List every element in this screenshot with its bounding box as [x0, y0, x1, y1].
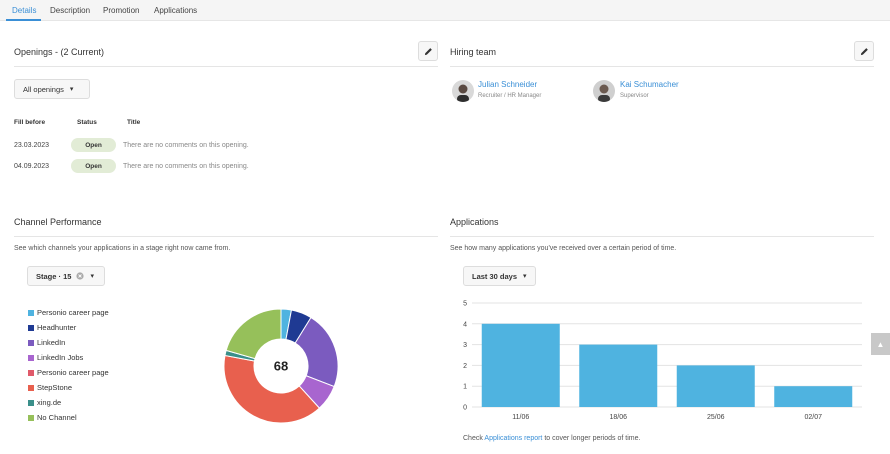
- legend-label: Personio career page: [37, 308, 109, 317]
- bar: [481, 323, 560, 407]
- chevron-up-icon: ▲: [876, 339, 885, 349]
- tab-promotion[interactable]: Promotion: [103, 6, 140, 15]
- avatar[interactable]: [452, 80, 474, 102]
- opening-row-status-badge: Open: [71, 159, 116, 173]
- legend-swatch: [28, 354, 34, 361]
- legend-label: No Channel: [37, 413, 77, 422]
- legend-swatch: [28, 309, 34, 316]
- opening-row-fill-before: 23.03.2023: [14, 142, 50, 149]
- tab-description[interactable]: Description: [50, 6, 91, 15]
- date-range-dropdown[interactable]: Last 30 days ▾: [463, 266, 536, 286]
- applications-bar-chart: 0 1 2 3 4 5 11/06 18/06 25/06 02/07: [463, 301, 862, 421]
- y-tick-label: 1: [463, 384, 467, 391]
- column-header-fill-before: Fill before: [14, 119, 46, 126]
- bar: [676, 365, 755, 407]
- pencil-icon: [860, 47, 868, 55]
- chevron-down-icon: ▾: [69, 86, 74, 93]
- legend-swatch: [28, 339, 34, 346]
- team-member-name[interactable]: Kai Schumacher: [620, 80, 679, 89]
- date-range-label: Last 30 days: [472, 271, 518, 281]
- applications-report-link[interactable]: Applications report: [484, 435, 543, 442]
- pencil-icon: [424, 47, 432, 55]
- applications-footer: Check Applications report to cover longe…: [463, 435, 640, 442]
- y-tick-label: 5: [463, 301, 467, 308]
- legend-label: Headhunter: [37, 323, 77, 332]
- tab-details[interactable]: Details: [12, 6, 37, 15]
- x-tick-label: 25/06: [707, 414, 725, 421]
- active-tab-indicator: [6, 19, 41, 21]
- bar: [579, 344, 658, 407]
- applications-divider: [450, 236, 874, 237]
- opening-row-title[interactable]: There are no comments on this opening.: [123, 163, 249, 170]
- applications-footer-suffix: to cover longer periods of time.: [542, 435, 641, 442]
- y-tick-label: 2: [463, 363, 467, 370]
- person-photo-icon: [593, 80, 615, 102]
- legend-item[interactable]: LinkedIn: [28, 338, 65, 347]
- avatar[interactable]: [593, 80, 615, 102]
- legend-item[interactable]: Personio career page: [28, 368, 109, 377]
- legend-item[interactable]: No Channel: [28, 413, 77, 422]
- legend-item[interactable]: xing.de: [28, 398, 61, 407]
- hiring-team-edit-button[interactable]: [854, 41, 874, 61]
- opening-row-status-badge: Open: [71, 138, 116, 152]
- openings-filter-label: All openings: [23, 84, 64, 94]
- close-circle-icon[interactable]: [76, 272, 85, 280]
- hiring-team-divider: [450, 66, 874, 67]
- scroll-to-top-button[interactable]: ▲: [871, 333, 890, 355]
- team-member-role: Supervisor: [620, 93, 649, 99]
- legend-swatch: [28, 324, 34, 331]
- team-member-name[interactable]: Julian Schneider: [478, 80, 538, 89]
- legend-label: xing.de: [37, 398, 62, 407]
- applications-description: See how many applications you've receive…: [450, 245, 677, 252]
- opening-row-fill-before: 04.09.2023: [14, 163, 50, 170]
- y-tick-label: 0: [463, 405, 467, 412]
- legend-label: LinkedIn: [37, 338, 66, 347]
- tab-bar: Details Description Promotion Applicatio…: [0, 0, 890, 21]
- channel-donut-chart: 68: [223, 308, 339, 424]
- channel-performance-divider: [14, 236, 438, 237]
- x-tick-label: 11/06: [512, 414, 529, 421]
- chevron-down-icon: ▾: [90, 273, 94, 280]
- channel-performance-description: See which channels your applications in …: [14, 245, 231, 252]
- applications-footer-prefix: Check: [463, 435, 485, 442]
- openings-title: Openings - (2 Current): [14, 47, 105, 57]
- column-header-title: Title: [127, 119, 141, 126]
- legend-item[interactable]: StepStone: [28, 383, 72, 392]
- stage-filter-label: Stage · 15: [36, 271, 72, 281]
- x-tick-label: 18/06: [609, 414, 627, 421]
- x-tick-label: 02/07: [804, 414, 822, 421]
- column-header-status: Status: [77, 119, 97, 126]
- donut-hole: [254, 339, 308, 393]
- opening-row-title[interactable]: There are no comments on this opening.: [123, 142, 249, 149]
- legend-swatch: [28, 369, 34, 376]
- legend-label: Personio career page: [37, 368, 109, 377]
- legend-item[interactable]: Personio career page: [28, 308, 109, 317]
- channel-performance-title: Channel Performance: [14, 217, 102, 227]
- openings-divider: [14, 66, 438, 67]
- legend-swatch: [28, 414, 34, 421]
- stage-filter-dropdown[interactable]: Stage · 15 ▾: [27, 266, 105, 286]
- applications-title: Applications: [450, 217, 499, 227]
- legend-item[interactable]: LinkedIn Jobs: [28, 353, 83, 362]
- legend-label: StepStone: [37, 383, 73, 392]
- openings-filter-dropdown[interactable]: All openings ▾: [14, 79, 90, 99]
- team-member-role: Recruiter / HR Manager: [478, 93, 542, 99]
- tab-applications[interactable]: Applications: [154, 6, 198, 15]
- chevron-down-icon: ▾: [523, 273, 527, 280]
- y-tick-label: 3: [463, 342, 467, 349]
- donut-total-label: 68: [274, 359, 288, 374]
- hiring-team-title: Hiring team: [450, 47, 497, 57]
- legend-label: LinkedIn Jobs: [37, 353, 84, 362]
- legend-item[interactable]: Headhunter: [28, 323, 76, 332]
- bar: [774, 386, 853, 407]
- y-tick-label: 4: [463, 321, 467, 328]
- person-photo-icon: [452, 80, 474, 102]
- legend-swatch: [28, 384, 34, 391]
- legend-swatch: [28, 399, 34, 406]
- openings-edit-button[interactable]: [418, 41, 438, 61]
